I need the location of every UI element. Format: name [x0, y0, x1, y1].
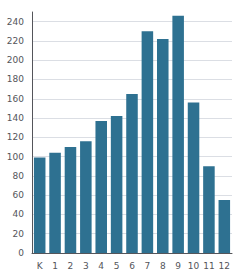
- svg-text:120: 120: [7, 132, 24, 142]
- svg-text:220: 220: [7, 36, 24, 46]
- svg-text:200: 200: [7, 55, 24, 65]
- svg-text:6: 6: [129, 261, 135, 271]
- svg-text:60: 60: [13, 190, 25, 200]
- svg-text:40: 40: [13, 209, 25, 219]
- svg-text:3: 3: [83, 261, 89, 271]
- svg-text:1: 1: [52, 261, 58, 271]
- svg-text:5: 5: [114, 261, 120, 271]
- svg-text:100: 100: [7, 152, 24, 162]
- svg-text:K: K: [37, 261, 44, 271]
- svg-text:240: 240: [7, 17, 24, 27]
- svg-text:160: 160: [7, 94, 24, 104]
- svg-text:11: 11: [203, 261, 214, 271]
- svg-text:7: 7: [145, 261, 151, 271]
- svg-text:140: 140: [7, 113, 24, 123]
- svg-text:4: 4: [98, 261, 104, 271]
- svg-text:8: 8: [160, 261, 166, 271]
- svg-text:0: 0: [18, 248, 24, 258]
- svg-text:9: 9: [175, 261, 181, 271]
- svg-text:10: 10: [188, 261, 200, 271]
- svg-text:12: 12: [219, 261, 230, 271]
- svg-text:80: 80: [13, 171, 25, 181]
- svg-text:180: 180: [7, 74, 24, 84]
- svg-text:2: 2: [68, 261, 74, 271]
- svg-text:20: 20: [13, 229, 25, 239]
